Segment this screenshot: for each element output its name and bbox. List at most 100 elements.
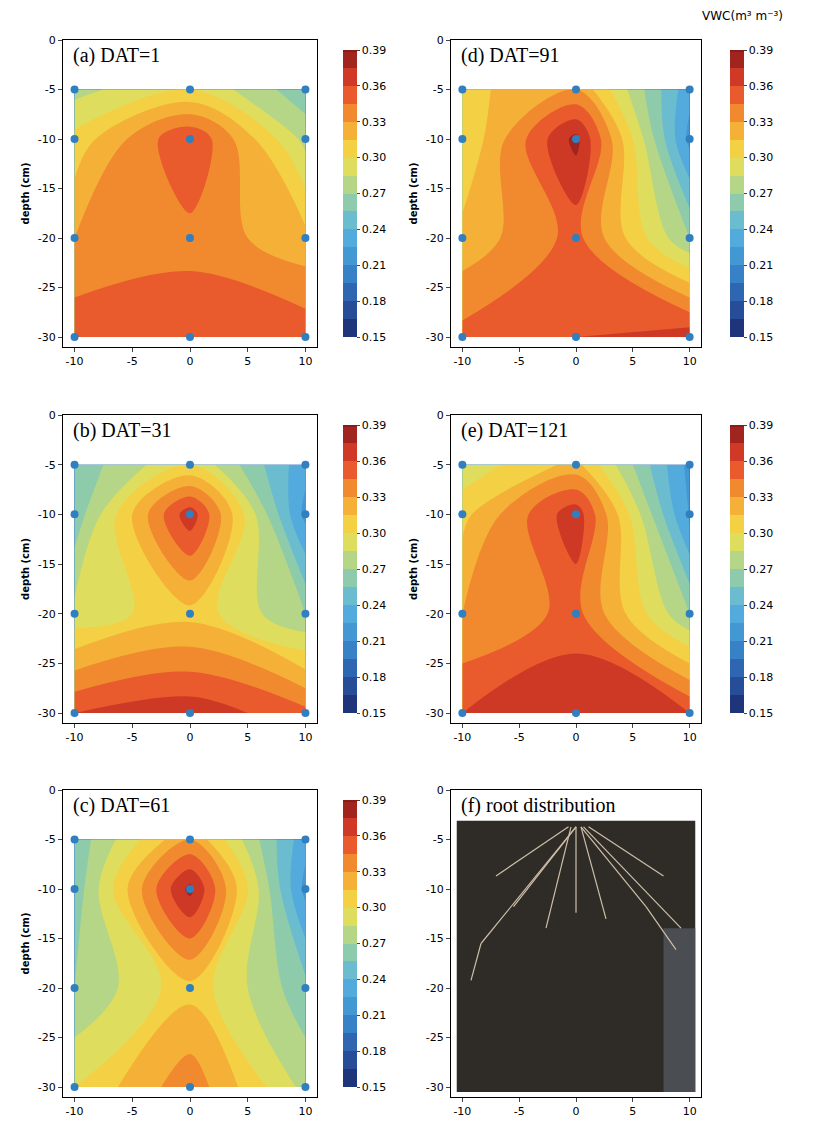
- svg-text:(f) root distribution: (f) root distribution: [461, 794, 615, 817]
- svg-text:-30: -30: [38, 331, 56, 344]
- svg-text:-10: -10: [426, 883, 444, 896]
- svg-text:-15: -15: [38, 182, 56, 195]
- svg-text:0: 0: [187, 355, 194, 368]
- svg-text:-5: -5: [127, 731, 138, 744]
- svg-text:depth (cm): depth (cm): [20, 538, 31, 600]
- svg-text:-30: -30: [426, 1081, 444, 1094]
- svg-text:-15: -15: [426, 558, 444, 571]
- svg-text:5: 5: [244, 1105, 251, 1118]
- svg-text:5: 5: [629, 731, 636, 744]
- svg-text:0.21: 0.21: [362, 1009, 387, 1022]
- svg-text:0: 0: [187, 731, 194, 744]
- svg-text:0.33: 0.33: [362, 866, 387, 879]
- svg-text:0.36: 0.36: [362, 80, 387, 93]
- svg-text:-10: -10: [453, 355, 471, 368]
- svg-text:0.15: 0.15: [749, 331, 774, 344]
- svg-text:10: 10: [298, 1105, 312, 1118]
- svg-text:-30: -30: [426, 331, 444, 344]
- svg-text:-5: -5: [433, 459, 444, 472]
- svg-text:0.21: 0.21: [749, 259, 774, 272]
- svg-text:-10: -10: [38, 508, 56, 521]
- svg-text:10: 10: [298, 731, 312, 744]
- svg-text:5: 5: [244, 355, 251, 368]
- svg-text:0.21: 0.21: [749, 635, 774, 648]
- svg-text:-15: -15: [38, 932, 56, 945]
- svg-text:-10: -10: [66, 1105, 84, 1118]
- svg-text:-10: -10: [453, 731, 471, 744]
- svg-text:0.27: 0.27: [362, 563, 387, 576]
- svg-text:-25: -25: [38, 1031, 56, 1044]
- svg-text:0: 0: [49, 34, 56, 47]
- svg-text:-5: -5: [45, 459, 56, 472]
- svg-text:(a) DAT=1: (a) DAT=1: [73, 44, 160, 67]
- svg-text:0.27: 0.27: [362, 187, 387, 200]
- svg-text:(d) DAT=91: (d) DAT=91: [461, 44, 560, 67]
- svg-text:0.33: 0.33: [749, 491, 774, 504]
- svg-text:0.24: 0.24: [749, 599, 774, 612]
- svg-text:0: 0: [573, 355, 580, 368]
- svg-text:0.15: 0.15: [362, 1081, 387, 1094]
- svg-text:-25: -25: [38, 281, 56, 294]
- svg-text:depth (cm): depth (cm): [20, 913, 31, 975]
- svg-text:0.15: 0.15: [749, 707, 774, 720]
- svg-text:-5: -5: [514, 731, 525, 744]
- svg-text:-10: -10: [426, 133, 444, 146]
- svg-text:0.27: 0.27: [362, 937, 387, 950]
- svg-text:-10: -10: [66, 355, 84, 368]
- svg-text:0.18: 0.18: [362, 295, 387, 308]
- svg-text:5: 5: [629, 355, 636, 368]
- svg-text:-20: -20: [426, 608, 444, 621]
- svg-text:0.39: 0.39: [362, 419, 387, 432]
- svg-text:0.27: 0.27: [749, 187, 774, 200]
- svg-text:0.27: 0.27: [749, 563, 774, 576]
- svg-text:10: 10: [298, 355, 312, 368]
- svg-text:0.18: 0.18: [749, 295, 774, 308]
- svg-text:VWC(m³ m⁻³): VWC(m³ m⁻³): [702, 9, 783, 23]
- svg-text:0.21: 0.21: [362, 635, 387, 648]
- svg-text:(b) DAT=31: (b) DAT=31: [73, 419, 172, 442]
- svg-text:-25: -25: [426, 1031, 444, 1044]
- svg-text:0.30: 0.30: [362, 527, 387, 540]
- svg-text:0.21: 0.21: [362, 259, 387, 272]
- svg-text:-5: -5: [45, 833, 56, 846]
- svg-text:0.30: 0.30: [749, 527, 774, 540]
- svg-text:-10: -10: [38, 883, 56, 896]
- svg-text:0.39: 0.39: [749, 419, 774, 432]
- svg-text:0.33: 0.33: [749, 116, 774, 129]
- svg-text:0.39: 0.39: [362, 44, 387, 57]
- svg-text:(c) DAT=61: (c) DAT=61: [73, 794, 170, 817]
- svg-text:10: 10: [683, 731, 697, 744]
- svg-text:0.24: 0.24: [749, 223, 774, 236]
- svg-text:0: 0: [49, 409, 56, 422]
- svg-text:0.39: 0.39: [362, 794, 387, 807]
- svg-text:10: 10: [683, 355, 697, 368]
- svg-text:-5: -5: [514, 1105, 525, 1118]
- svg-text:0: 0: [573, 1105, 580, 1118]
- svg-text:depth (cm): depth (cm): [408, 163, 419, 225]
- svg-text:depth (cm): depth (cm): [20, 163, 31, 225]
- svg-text:-15: -15: [426, 182, 444, 195]
- svg-text:0.24: 0.24: [362, 223, 387, 236]
- svg-text:10: 10: [683, 1105, 697, 1118]
- svg-text:-20: -20: [38, 608, 56, 621]
- svg-text:0.18: 0.18: [749, 671, 774, 684]
- svg-text:0.30: 0.30: [362, 151, 387, 164]
- svg-text:0.30: 0.30: [362, 901, 387, 914]
- svg-text:-5: -5: [514, 355, 525, 368]
- svg-text:5: 5: [244, 731, 251, 744]
- svg-text:0.36: 0.36: [749, 455, 774, 468]
- svg-text:0.24: 0.24: [362, 599, 387, 612]
- svg-text:-25: -25: [426, 281, 444, 294]
- svg-text:-25: -25: [426, 657, 444, 670]
- svg-text:0: 0: [437, 784, 444, 797]
- svg-text:0.18: 0.18: [362, 671, 387, 684]
- svg-text:0: 0: [49, 784, 56, 797]
- svg-text:-5: -5: [45, 83, 56, 96]
- svg-text:-30: -30: [38, 707, 56, 720]
- svg-text:0: 0: [573, 731, 580, 744]
- svg-text:0.36: 0.36: [362, 830, 387, 843]
- svg-text:0.39: 0.39: [749, 44, 774, 57]
- svg-text:-30: -30: [38, 1081, 56, 1094]
- svg-text:depth (cm): depth (cm): [408, 538, 419, 600]
- svg-text:0.33: 0.33: [362, 116, 387, 129]
